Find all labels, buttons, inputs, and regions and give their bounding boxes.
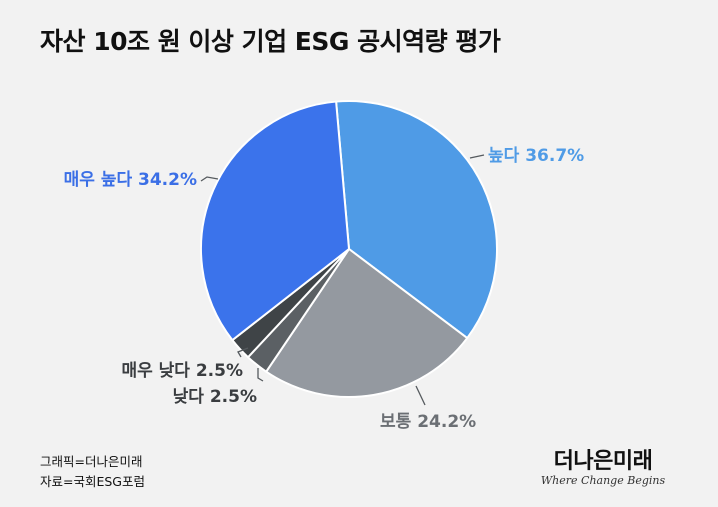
logo-tagline: Where Change Begins	[540, 474, 666, 487]
slice-label-1: 높다 36.7%	[488, 146, 584, 166]
chart-title: 자산 10조 원 이상 기업 ESG 공시역량 평가	[40, 27, 501, 56]
footer-source: 그래픽=더나은미래 자료=국회ESG포럼	[40, 452, 145, 492]
leader-line-4	[237, 347, 249, 358]
slice-label-5: 매우 높다 34.2%	[64, 170, 197, 190]
pie-slice-5	[200, 100, 350, 342]
logo-name: 더나은미래	[553, 449, 653, 474]
leader-line-1	[469, 154, 485, 159]
graphic-credit: 그래픽=더나은미래	[40, 454, 143, 469]
leader-line-2	[415, 385, 426, 406]
publisher-logo: 더나은미래 Where Change Begins	[528, 450, 678, 488]
slice-label-3: 낮다 2.5%	[173, 387, 257, 407]
slice-label-2: 보통 24.2%	[380, 412, 476, 432]
leader-line-3	[257, 368, 264, 382]
data-source: 자료=국회ESG포럼	[40, 474, 145, 489]
leader-line-5	[200, 176, 219, 182]
pie-slice-2	[265, 248, 469, 399]
slice-label-4: 매우 낮다 2.5%	[121, 361, 243, 381]
pie-slice-1	[335, 100, 498, 340]
